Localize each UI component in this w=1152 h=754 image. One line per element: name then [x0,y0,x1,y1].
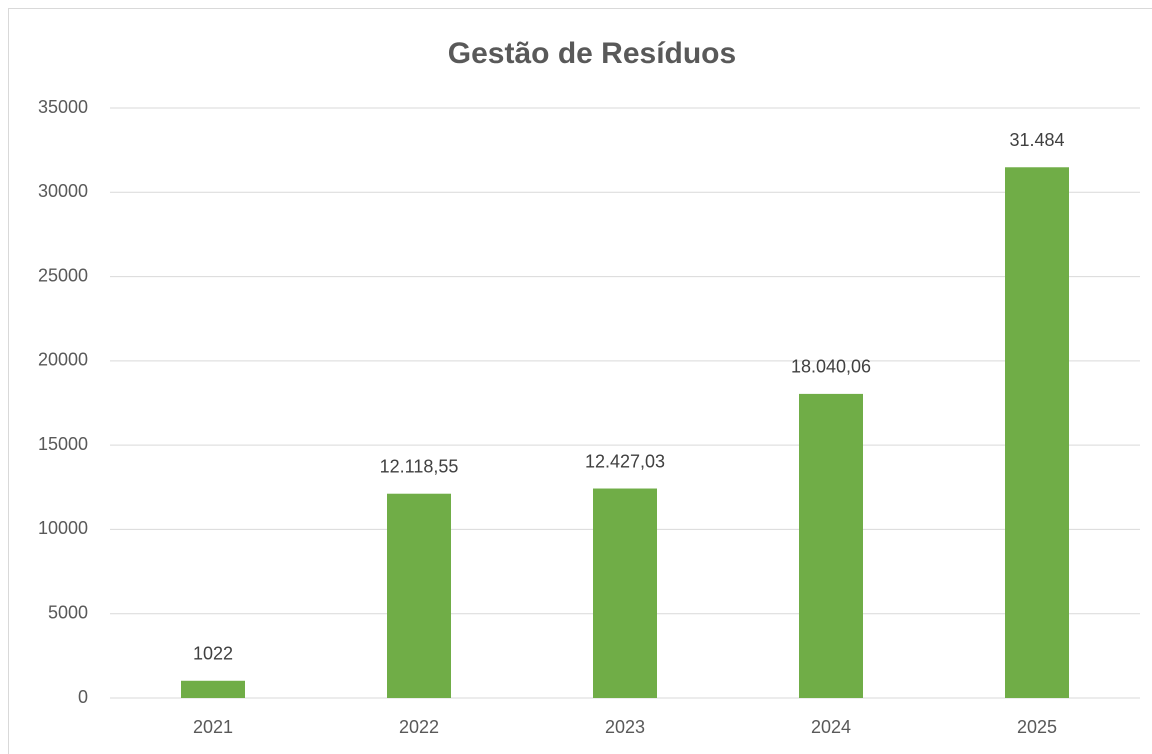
x-tick-label: 2023 [605,717,645,737]
data-label: 18.040,06 [791,357,871,377]
x-tick-label: 2024 [811,717,851,737]
bar [1005,167,1069,698]
bar [799,393,863,698]
x-tick-label: 2025 [1017,717,1057,737]
y-tick-label: 10000 [38,518,88,538]
y-tick-label: 0 [78,687,88,707]
y-tick-label: 35000 [38,97,88,117]
bar [181,680,245,698]
y-tick-label: 5000 [48,602,88,622]
data-label: 31.484 [1009,130,1064,150]
data-label: 12.427,03 [585,451,665,471]
chart-border [8,8,1152,754]
data-label: 1022 [193,644,233,664]
x-tick-label: 2021 [193,717,233,737]
y-tick-label: 25000 [38,265,88,285]
chart-title: Gestão de Resíduos [448,37,736,70]
bar [593,488,657,698]
x-tick-label: 2022 [399,717,439,737]
y-tick-label: 20000 [38,350,88,370]
bar [387,493,451,698]
y-tick-label: 15000 [38,434,88,454]
y-tick-label: 30000 [38,181,88,201]
data-label: 12.118,55 [380,456,459,476]
